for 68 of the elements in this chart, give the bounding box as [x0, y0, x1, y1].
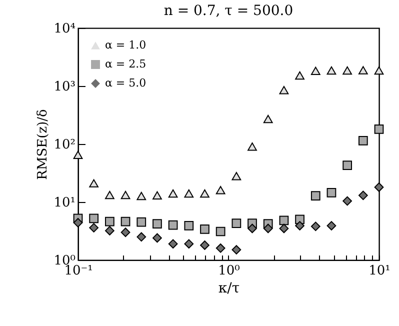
point: [295, 71, 304, 80]
point: [105, 226, 114, 236]
point: [168, 189, 178, 198]
point: [152, 191, 162, 200]
point: [200, 240, 210, 250]
point: [89, 179, 99, 188]
y-tick-label: 10¹: [54, 196, 76, 210]
y-tick-label: 10³: [54, 80, 76, 94]
point: [105, 216, 114, 226]
point: [326, 221, 336, 230]
point: [374, 66, 384, 75]
point: [358, 66, 368, 74]
point: [342, 196, 352, 206]
x-axis-title: κ/τ: [218, 280, 240, 296]
x-tick-label: 10⁰: [218, 264, 240, 278]
point: [310, 222, 320, 232]
point: [374, 124, 384, 134]
point: [136, 192, 146, 200]
point: [89, 214, 99, 224]
point: [184, 221, 194, 230]
point: [168, 239, 178, 249]
x-tick-label: 10¹: [368, 264, 390, 278]
point: [326, 66, 336, 75]
legend-label: α = 1.0: [105, 38, 146, 52]
point: [248, 142, 257, 151]
point: [200, 189, 210, 198]
point: [279, 216, 289, 226]
point: [120, 216, 130, 226]
legend-label: α = 5.0: [105, 76, 146, 90]
point: [326, 188, 336, 198]
point: [248, 224, 257, 234]
point: [105, 190, 114, 200]
point: [232, 218, 242, 228]
point: [152, 219, 162, 229]
point: [295, 221, 304, 230]
point: [263, 114, 273, 124]
point: [200, 224, 210, 234]
point: [136, 232, 146, 242]
point: [168, 220, 178, 230]
point: [152, 233, 162, 243]
point: [358, 190, 368, 200]
chart-title: n = 0.7, τ = 500.0: [164, 3, 294, 19]
y-tick-label: 10⁴: [54, 22, 76, 36]
point: [358, 136, 368, 146]
point: [310, 66, 320, 76]
point: [232, 245, 242, 254]
point: [73, 218, 83, 228]
point: [89, 223, 99, 232]
point: [136, 217, 146, 227]
point: [216, 243, 226, 253]
point: [342, 66, 352, 75]
point: [263, 224, 273, 234]
point: [279, 86, 289, 94]
point: [73, 150, 83, 159]
point: [232, 172, 242, 180]
y-axis-title: RMSE(z)/δ: [36, 108, 51, 180]
point: [374, 182, 384, 192]
point: [216, 226, 226, 236]
y-tick-label: 10²: [54, 138, 76, 152]
point: [279, 224, 289, 234]
point: [184, 189, 194, 198]
point: [342, 160, 352, 170]
point: [120, 228, 130, 238]
point: [184, 239, 194, 249]
point: [216, 186, 226, 194]
point: [120, 190, 130, 200]
legend-label: α = 2.5: [105, 58, 146, 70]
point: [310, 191, 320, 200]
